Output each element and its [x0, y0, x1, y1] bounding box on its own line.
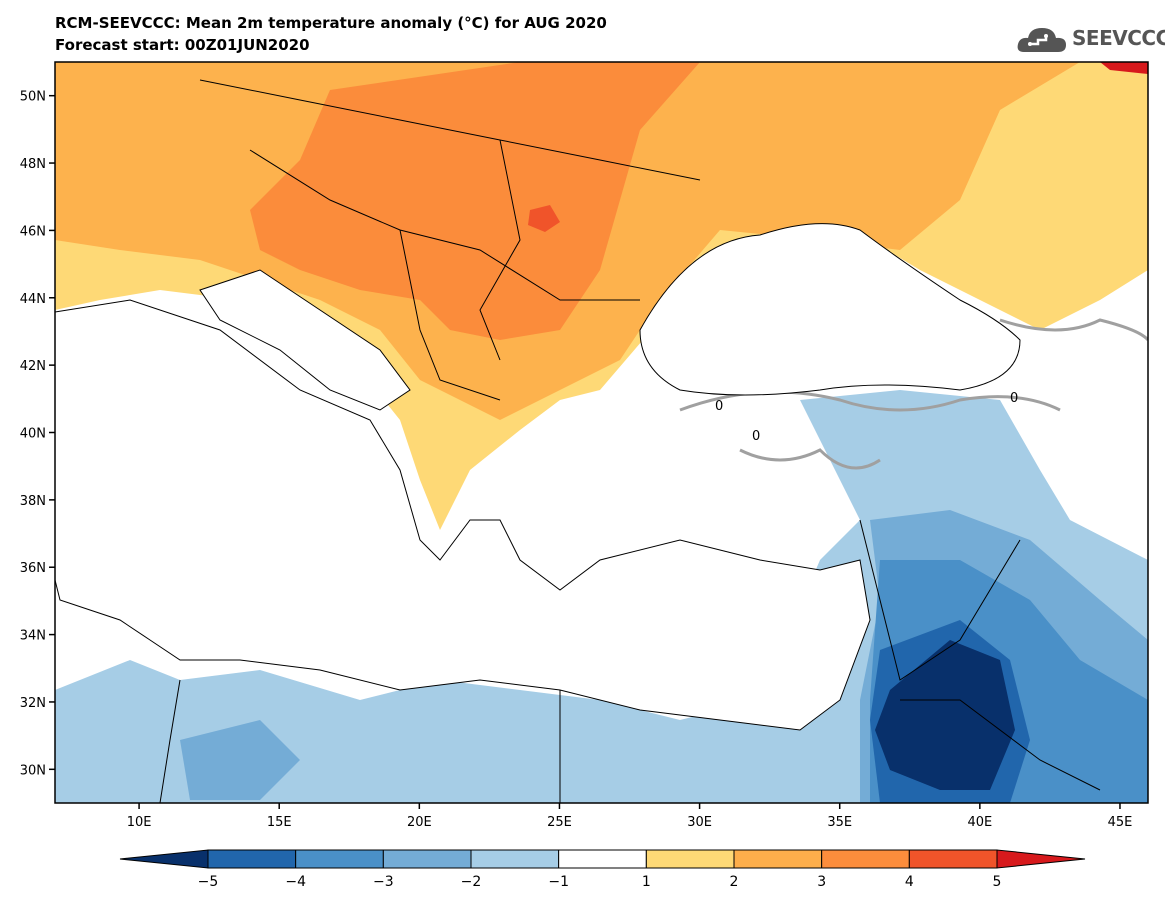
- colorbar-arrow-high: [996, 849, 1086, 869]
- lon-tick-label: 10E: [127, 815, 152, 830]
- lon-tick-label: 20E: [407, 815, 432, 830]
- lon-tick-label: 25E: [547, 815, 572, 830]
- lon-tick-label: 30E: [687, 815, 712, 830]
- lon-tick-label: 15E: [267, 815, 292, 830]
- lat-tick-label: 30N: [20, 763, 46, 778]
- border-line: [859, 519, 1021, 681]
- lat-tick-label: 48N: [20, 157, 46, 172]
- map-field: 0 0 0: [55, 62, 1148, 803]
- colorbar-label: 2: [730, 874, 739, 890]
- zero-contour-line: [999, 318, 1148, 342]
- colorbar-segment: [645, 849, 735, 869]
- lat-tick-label: 38N: [20, 494, 46, 509]
- lat-tick-label: 50N: [20, 90, 46, 105]
- latitude-axis: 50N 48N 46N 44N 42N 40N 38N 36N 34N 32N 30N: [20, 90, 55, 778]
- cloud-logo-icon: [1017, 28, 1066, 52]
- lat-tick-label: 46N: [20, 224, 46, 239]
- sea-masks: [55, 223, 1021, 731]
- border-line: [249, 149, 640, 301]
- colorbar-label: −2: [461, 874, 482, 890]
- contour-label: 0: [715, 399, 723, 414]
- colorbar-label: −4: [285, 874, 306, 890]
- map-title: RCM-SEEVCCC: Mean 2m temperature anomaly…: [55, 14, 607, 32]
- colorbar-segment: [207, 849, 297, 869]
- contour-label: 0: [1010, 391, 1018, 406]
- mediterranean-sea: [55, 299, 871, 731]
- border-line: [159, 679, 181, 803]
- colorbar-label: 5: [993, 874, 1002, 890]
- colorbar: −5 −4 −3 −2 −1 1 2 3 4 5: [119, 849, 1086, 890]
- lon-tick-label: 40E: [967, 815, 992, 830]
- black-sea: [639, 223, 1021, 396]
- lon-tick-label: 45E: [1108, 815, 1133, 830]
- zero-contour-line: [739, 448, 881, 470]
- lat-tick-label: 42N: [20, 359, 46, 374]
- border-line: [900, 699, 1101, 791]
- lon-tick-label: 35E: [827, 815, 852, 830]
- colorbar-label: −3: [373, 874, 394, 890]
- colorbar-label: 4: [905, 874, 914, 890]
- contour-label: 0: [752, 429, 760, 444]
- longitude-axis: 10E 15E 20E 25E 30E 35E 40E 45E: [127, 803, 1133, 830]
- warm-anomaly-region-4: [528, 205, 560, 232]
- border-line: [399, 229, 501, 401]
- colorbar-segment: [908, 849, 998, 869]
- forecast-start-label: Forecast start: 00Z01JUN2020: [55, 36, 310, 54]
- colorbar-label: 3: [817, 874, 826, 890]
- lat-tick-label: 34N: [20, 629, 46, 644]
- colorbar-segment: [558, 849, 647, 869]
- colorbar-label: −5: [198, 874, 219, 890]
- colorbar-label: −1: [548, 874, 569, 890]
- colorbar-segment: [733, 849, 823, 869]
- lat-tick-label: 40N: [20, 427, 46, 442]
- colorbar-segment: [470, 849, 560, 869]
- colorbar-segment: [821, 849, 910, 869]
- colorbar-segment: [382, 849, 472, 869]
- lat-tick-label: 44N: [20, 292, 46, 307]
- lat-tick-label: 32N: [20, 696, 46, 711]
- colorbar-segment: [295, 849, 384, 869]
- lat-tick-label: 36N: [20, 561, 46, 576]
- warm-anomaly-region-5: [1100, 62, 1148, 74]
- seevccc-logo: SEEVCCC: [1016, 22, 1165, 58]
- border-line: [199, 79, 701, 181]
- cool-anomaly-region-6: [180, 720, 300, 800]
- adriatic-sea: [199, 269, 411, 411]
- logo-text: SEEVCCC: [1072, 26, 1165, 50]
- colorbar-arrow-low: [119, 849, 209, 869]
- cool-anomaly-region-5: [875, 640, 1015, 790]
- warm-anomaly-region-3: [250, 62, 700, 340]
- border-line: [479, 139, 521, 361]
- colorbar-label: 1: [642, 874, 651, 890]
- country-borders: [159, 79, 1101, 803]
